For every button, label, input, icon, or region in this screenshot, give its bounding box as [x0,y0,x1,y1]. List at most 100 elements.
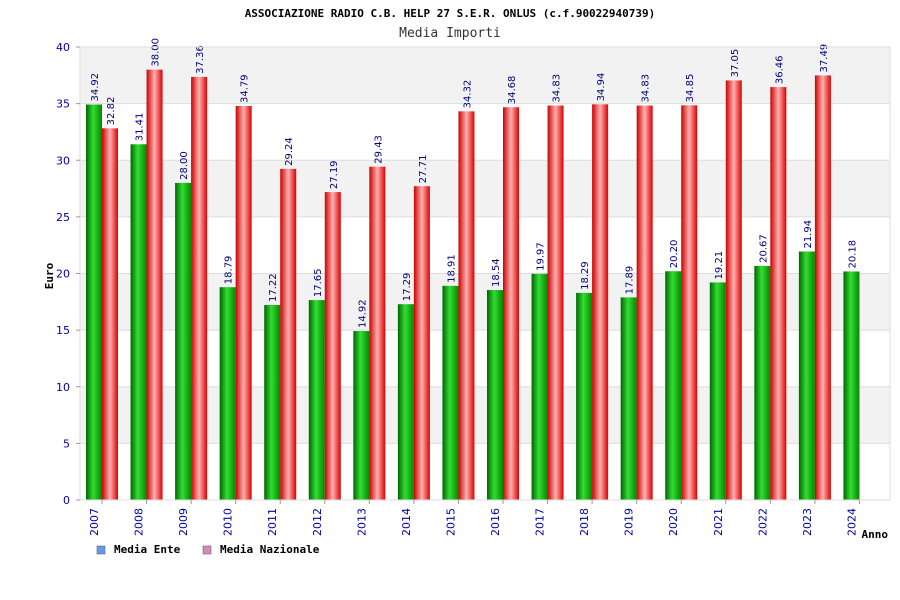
bar-media-ente-2018 [576,292,593,500]
bar-media-nazionale-2015 [458,111,475,501]
value-label-media-ente-2012: 17.65 [313,268,324,297]
x-tick-label-2024: 2024 [845,508,858,536]
bar-media-ente-2014 [397,304,414,500]
x-tick-label-2014: 2014 [400,508,413,536]
bar-media-ente-2022 [754,265,771,500]
value-labels: 34.92 32.82 31.41 38.00 28.00 37.36 18.79 34.79… [90,38,858,328]
bar-media-nazionale-2009 [191,76,208,500]
value-label-media-ente-2011: 17.22 [268,273,279,302]
bar-media-ente-2008 [130,144,147,501]
legend-swatch-media-ente [96,545,106,555]
y-tick-label: 20 [56,268,70,281]
value-label-media-nazionale-2019: 34.83 [641,74,652,103]
bar-media-ente-2017 [531,273,548,500]
grid-band [80,160,890,217]
grid-band [80,216,890,274]
x-tick-label-2018: 2018 [578,508,591,536]
x-tick-label-2021: 2021 [712,508,725,536]
x-tick-label-2015: 2015 [444,508,457,536]
y-tick-label: 30 [56,154,70,167]
value-label-media-nazionale-2017: 34.83 [552,74,563,103]
y-tick-label: 10 [56,381,70,394]
bar-media-nazionale-2013 [369,166,386,500]
value-label-media-ente-2017: 19.97 [536,242,547,271]
value-label-media-ente-2018: 18.29 [580,261,591,290]
legend-label-media-nazionale: Media Nazionale [220,543,320,556]
value-label-media-nazionale-2014: 27.71 [418,155,429,184]
value-label-media-nazionale-2023: 37.49 [819,44,830,73]
x-tick-label-2007: 2007 [88,508,101,536]
bar-media-ente-2019 [620,297,637,500]
bar-media-ente-2024 [843,271,860,500]
bar-media-nazionale-2012 [324,192,341,501]
value-label-media-ente-2007: 34.92 [90,73,101,102]
value-label-media-nazionale-2010: 34.79 [240,74,251,103]
x-tick-label-2008: 2008 [133,508,146,536]
chart-title: ASSOCIAZIONE RADIO C.B. HELP 27 S.E.R. O… [245,7,656,20]
y-tick-label: 5 [63,437,70,450]
bar-media-ente-2021 [709,282,726,500]
bar-media-ente-2010 [219,287,236,500]
value-label-media-ente-2020: 20.20 [669,240,680,269]
value-label-media-ente-2014: 17.29 [402,273,413,302]
value-label-media-ente-2022: 20.67 [758,234,769,263]
x-axis-label: Anno [862,528,889,541]
value-label-media-ente-2009: 28.00 [179,151,190,180]
bar-media-ente-2013 [353,331,370,500]
bar-media-ente-2023 [798,251,815,500]
value-label-media-ente-2023: 21.94 [803,220,814,249]
y-tick-label: 25 [56,211,70,224]
value-label-media-nazionale-2015: 34.32 [462,80,473,109]
bar-media-nazionale-2021 [725,80,742,500]
bar-media-nazionale-2008 [146,69,163,501]
value-label-media-nazionale-2016: 34.68 [507,76,518,105]
y-axis-label: Euro [43,262,56,289]
value-label-media-nazionale-2021: 37.05 [730,49,741,78]
x-tick-label-2009: 2009 [177,508,190,536]
value-label-media-ente-2015: 18.91 [446,254,457,283]
chart-subtitle: Media Importi [399,26,501,41]
x-tick-label-2020: 2020 [667,508,680,536]
value-label-media-ente-2008: 31.41 [135,113,146,142]
x-tick-label-2019: 2019 [623,508,636,536]
value-label-media-ente-2013: 14.92 [357,299,368,328]
x-tick-label-2012: 2012 [311,508,324,536]
value-label-media-ente-2010: 18.79 [224,256,235,285]
value-label-media-nazionale-2020: 34.85 [685,74,696,103]
x-tick-label-2011: 2011 [266,508,279,536]
bars [86,69,860,501]
grid-band [80,103,890,161]
grid-band [80,47,890,104]
y-axis-ticks: 0 5 10 15 20 25 30 35 40 [56,41,80,507]
bar-media-nazionale-2019 [636,105,653,501]
x-tick-label-2017: 2017 [534,508,547,536]
x-tick-label-2016: 2016 [489,508,502,536]
legend: Media Ente Media Nazionale [96,543,320,556]
x-tick-label-2023: 2023 [801,508,814,536]
bar-media-nazionale-2007 [102,128,118,500]
value-label-media-nazionale-2007: 32.82 [106,97,117,126]
y-tick-label: 0 [63,494,70,507]
bar-media-nazionale-2022 [770,87,787,500]
value-label-media-nazionale-2022: 36.46 [774,55,785,84]
bar-media-nazionale-2020 [681,105,698,500]
bar-media-nazionale-2016 [503,107,519,501]
bar-media-nazionale-2018 [592,104,609,500]
value-label-media-ente-2024: 20.18 [847,240,858,269]
x-tick-label-2013: 2013 [355,508,368,536]
bar-media-ente-2011 [264,304,281,500]
value-label-media-ente-2021: 19.21 [714,251,725,280]
bar-media-ente-2015 [442,285,459,500]
x-tick-label-2010: 2010 [222,508,235,536]
bar-media-ente-2007 [86,104,102,500]
value-label-media-nazionale-2013: 29.43 [373,135,384,164]
bar-media-nazionale-2010 [235,106,252,501]
bar-media-nazionale-2023 [814,75,831,500]
value-label-media-nazionale-2011: 29.24 [284,137,295,166]
value-label-media-nazionale-2008: 38.00 [151,38,162,67]
bar-media-ente-2020 [665,271,682,500]
value-label-media-nazionale-2009: 37.36 [195,45,206,74]
x-tick-label-2022: 2022 [756,508,769,536]
legend-label-media-ente: Media Ente [114,543,181,556]
